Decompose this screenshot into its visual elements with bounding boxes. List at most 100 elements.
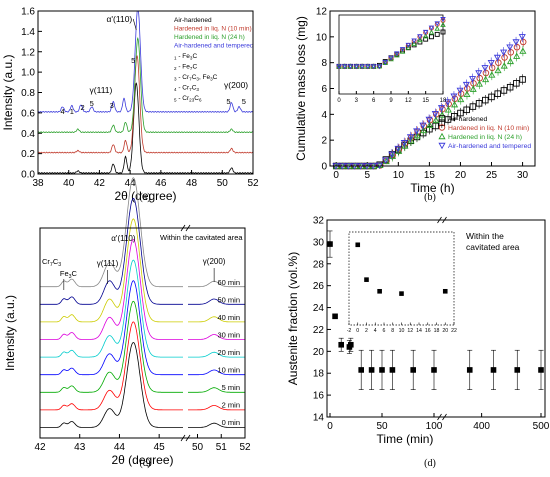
series-line-7-right bbox=[188, 298, 245, 305]
data-point bbox=[462, 81, 470, 89]
chart-title-line2: cavitated area bbox=[466, 242, 520, 252]
data-point bbox=[500, 49, 508, 57]
peak-arrow bbox=[132, 18, 137, 31]
legend-entry: Air-hardened and tempered bbox=[448, 143, 531, 150]
inset-point bbox=[342, 64, 348, 70]
data-point bbox=[368, 367, 375, 373]
series-line-5 bbox=[40, 239, 183, 340]
y-tick-label: 0 bbox=[321, 162, 327, 173]
y-tick-label: 30 bbox=[313, 237, 325, 248]
panel-label: (b) bbox=[424, 192, 436, 203]
series-line-0 bbox=[37, 82, 254, 174]
peak-number: 5 bbox=[242, 97, 246, 106]
y-axis-label: Cumulative mass loss (mg) bbox=[294, 16, 308, 161]
x-tick-label: 45 bbox=[154, 442, 166, 453]
data-point bbox=[457, 109, 464, 117]
y-axis-label: Intensity (a.u.) bbox=[3, 295, 17, 371]
inset-point bbox=[434, 31, 440, 37]
data-point bbox=[475, 100, 483, 107]
inset-point bbox=[365, 64, 371, 70]
series-line-4-right bbox=[188, 351, 245, 358]
data-point bbox=[513, 43, 521, 51]
inset-point bbox=[376, 64, 383, 70]
data-point bbox=[456, 87, 464, 95]
x-tick-label: 42 bbox=[94, 178, 106, 189]
inset-x-tick-label: 16 bbox=[425, 328, 431, 334]
data-point bbox=[432, 122, 439, 130]
x-tick-label: 50 bbox=[192, 442, 204, 453]
panel-d-frame bbox=[326, 219, 546, 418]
x-tick-label: 0 bbox=[327, 421, 333, 432]
data-point bbox=[431, 367, 437, 373]
series-line-6 bbox=[40, 218, 183, 323]
x-tick-label: 25 bbox=[486, 170, 498, 181]
data-point bbox=[450, 93, 458, 100]
inset-point bbox=[347, 64, 354, 70]
x-tick-label: 51 bbox=[216, 442, 228, 453]
data-point bbox=[432, 116, 440, 123]
y-tick-label: 0.0 bbox=[21, 170, 35, 181]
x-tick-label: 50 bbox=[376, 421, 388, 432]
data-point bbox=[327, 241, 333, 247]
inset-x-tick-label: 12 bbox=[405, 98, 412, 104]
data-point bbox=[507, 49, 515, 56]
data-point bbox=[463, 90, 471, 98]
y-tick-label: 6 bbox=[321, 84, 327, 95]
data-point bbox=[438, 111, 446, 118]
data-point bbox=[519, 47, 527, 54]
data-point bbox=[469, 85, 477, 92]
x-tick-label: 100 bbox=[426, 421, 443, 432]
legend-marker bbox=[438, 142, 446, 150]
x-tick-label: 52 bbox=[239, 442, 251, 453]
y-tick-label: 1.6 bbox=[21, 7, 35, 18]
data-point bbox=[401, 142, 409, 149]
inset-point bbox=[417, 34, 423, 40]
legend-marker bbox=[438, 132, 446, 140]
inset-x-tick-label: 4 bbox=[374, 328, 377, 334]
data-point bbox=[407, 137, 415, 144]
x-tick-label: 30 bbox=[517, 170, 529, 181]
y-tick-label: 14 bbox=[313, 413, 325, 424]
phase-key-entry: 4 - Cr7C3 bbox=[174, 85, 199, 93]
data-point bbox=[500, 62, 508, 69]
data-point bbox=[463, 106, 470, 114]
series-line-2 bbox=[37, 37, 254, 134]
x-tick-label: 52 bbox=[247, 178, 259, 189]
y-tick-label: 8 bbox=[321, 58, 327, 69]
panel-c: 0 min 2 min 5 min 10 min 20 min 30 min 40 min 5… bbox=[3, 177, 251, 469]
series-line-1-right bbox=[188, 405, 245, 411]
data-point bbox=[388, 151, 396, 159]
x-tick-label: 15 bbox=[424, 170, 436, 181]
inset-point bbox=[370, 64, 377, 70]
x-axis-label: 2θ (degree) bbox=[111, 453, 173, 467]
y-tick-label: 1.0 bbox=[21, 68, 35, 79]
inset-point bbox=[399, 291, 404, 296]
series-label: 40 min bbox=[217, 313, 240, 322]
phase-key-entry: 3 - Cr7C3, Fe3C bbox=[174, 74, 218, 82]
inset-x-tick-label: 18 bbox=[434, 328, 440, 334]
data-point bbox=[494, 90, 501, 97]
data-point bbox=[426, 125, 433, 133]
data-point bbox=[506, 44, 514, 51]
inset-point bbox=[411, 38, 417, 44]
series-label: 5 min bbox=[222, 383, 240, 392]
y-tick-label: 10 bbox=[316, 32, 328, 43]
data-point bbox=[394, 145, 402, 153]
y-tick-label: 0.6 bbox=[21, 108, 35, 119]
data-point bbox=[495, 59, 502, 66]
inset-x-tick-label: 9 bbox=[389, 98, 393, 104]
x-tick-label: 0 bbox=[333, 170, 339, 181]
inset-point bbox=[440, 29, 446, 35]
data-point bbox=[488, 93, 495, 101]
series-label: 30 min bbox=[217, 331, 240, 340]
series-line-3 bbox=[40, 280, 183, 376]
legend-entry: Hardened in liq. N (10 min) bbox=[448, 125, 529, 132]
peak-number: 5 bbox=[226, 97, 230, 106]
data-point bbox=[379, 367, 385, 373]
y-tick-label: 0.2 bbox=[21, 149, 35, 160]
y-tick-label: 0.8 bbox=[21, 88, 35, 99]
data-point bbox=[406, 134, 415, 141]
peak-label-gamma200: γ(200) bbox=[224, 80, 248, 90]
y-tick-label: 28 bbox=[313, 259, 325, 270]
